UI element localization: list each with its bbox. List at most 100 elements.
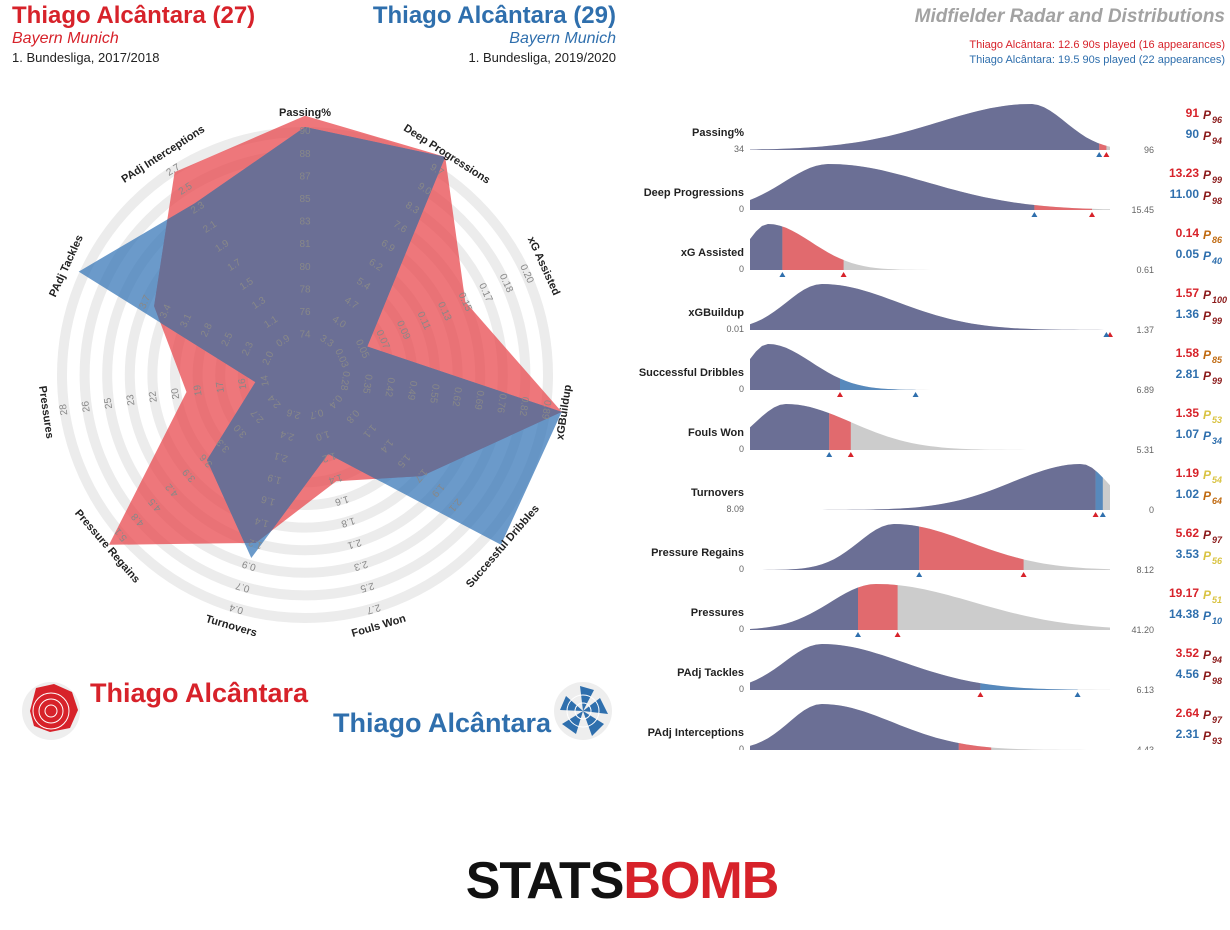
radar-scale-label: 80	[299, 262, 311, 273]
distribution-marker	[977, 692, 984, 697]
player1-value: 1.58	[1176, 346, 1200, 360]
radar-scale-label: 1.4	[253, 514, 270, 529]
player1-value: 13.23	[1169, 166, 1199, 180]
player2-percentile-value: 99	[1212, 316, 1222, 326]
distribution-shared-fill	[750, 644, 981, 690]
player1-value: 1.57	[1176, 286, 1200, 300]
chart-title: Midfielder Radar and Distributions	[914, 6, 1225, 27]
radar-scale-label: 19	[192, 384, 205, 397]
radar-scale-label: 22	[147, 390, 160, 403]
player1-percentile-value: 51	[1212, 595, 1222, 605]
distribution-metric-label: PAdj Tackles	[677, 667, 744, 679]
distribution-metric-label: Fouls Won	[688, 427, 744, 439]
radar-scale-label: 0.4	[228, 601, 245, 616]
radar-scale-label: 1.8	[339, 515, 356, 530]
player1-value: 5.62	[1176, 526, 1200, 540]
radar-scale-label: 2.3	[352, 558, 369, 573]
distribution-shared-fill	[750, 164, 1035, 210]
player1-name: Thiago Alcântara (27)	[12, 2, 256, 29]
radar-scale-label: 26	[80, 400, 93, 413]
radar-scale-label: 3.1	[179, 312, 195, 330]
player2-percentile-value: 34	[1212, 436, 1222, 446]
radar-scale-label: 20	[170, 387, 183, 400]
radar-scale-label: 17	[214, 380, 227, 393]
player2-percentile: P	[1203, 369, 1212, 383]
radar-scale-label: 85	[299, 194, 311, 205]
radar-scale-label: 1.9	[266, 471, 283, 486]
player2-percentile-value: 99	[1212, 376, 1222, 386]
radar-scale-label: 2.5	[359, 580, 376, 595]
radar-scale-label: 83	[299, 217, 311, 228]
distribution-marker	[826, 452, 833, 457]
radar-scale-label: 2.7	[365, 601, 382, 616]
radar-scale-label: 1.6	[260, 493, 277, 508]
player2-competition: 1. Bundesliga, 2019/2020	[468, 50, 616, 65]
player1-percentile-value: 100	[1212, 295, 1227, 305]
distribution-marker	[1031, 212, 1038, 217]
distribution-metric-label: Deep Progressions	[644, 187, 744, 199]
player1-value: 1.35	[1176, 406, 1200, 420]
distribution-marker	[1020, 572, 1027, 577]
player1-percentile: P	[1203, 468, 1212, 482]
radar-scale-label: 0.7	[234, 579, 251, 594]
radar-scale-label: 87	[299, 171, 311, 182]
player1-percentile-value: 54	[1212, 475, 1222, 485]
distribution-marker	[779, 272, 786, 277]
radar-metric-label: Passing%	[279, 107, 331, 119]
radar-scale-label: 0.42	[382, 377, 396, 398]
player1-percentile-value: 96	[1212, 115, 1223, 125]
radar-scale-label: 74	[299, 330, 311, 341]
distribution-min-label: 0	[739, 204, 744, 214]
radar-scale-label: 1.0	[314, 428, 331, 443]
player1-percentile: P	[1203, 528, 1212, 542]
distribution-shared-fill	[750, 224, 783, 270]
player2-value: 0.05	[1176, 247, 1200, 261]
player1-percentile-value: 53	[1212, 415, 1222, 425]
player1-value: 19.17	[1169, 586, 1199, 600]
distribution-min-label: 0	[739, 444, 744, 454]
distribution-marker	[1103, 332, 1110, 337]
player2-percentile-value: 56	[1212, 556, 1223, 566]
distribution-metric-label: PAdj Interceptions	[648, 727, 744, 739]
radar-scale-label: 0.9	[241, 558, 258, 573]
radar-scale-label: 1.2	[247, 536, 264, 551]
radar-overlap	[109, 127, 562, 545]
player1-value: 91	[1186, 106, 1200, 120]
radar-scale-label: 0.89	[539, 399, 553, 420]
distribution-marker	[1092, 512, 1099, 517]
player1-value: 0.14	[1176, 226, 1200, 240]
player2-percentile: P	[1203, 309, 1212, 323]
radar-scale-label: 76	[299, 307, 311, 318]
player1-competition: 1. Bundesliga, 2017/2018	[12, 50, 160, 65]
player2-value: 4.56	[1176, 667, 1200, 681]
distribution-shared-fill	[750, 587, 858, 630]
distribution-shared-fill	[750, 704, 959, 750]
player1-percentile-value: 97	[1212, 535, 1223, 545]
distribution-diff-fill	[1095, 470, 1103, 510]
distribution-max-label: 8.12	[1136, 565, 1154, 575]
distribution-marker	[855, 632, 861, 637]
radar-scale-label: 0.7	[308, 406, 325, 421]
player1-percentile: P	[1203, 108, 1212, 122]
radar-scale-label: 16	[237, 377, 250, 390]
player1-percentile-value: 86	[1212, 235, 1223, 245]
player2-value: 1.36	[1176, 307, 1200, 321]
player2-name: Thiago Alcântara (29)	[372, 2, 616, 29]
radar-scale-label: 1.4	[327, 471, 344, 486]
distribution-shared-fill	[750, 344, 840, 390]
statsbomb-logo: STATSBOMB	[432, 852, 812, 910]
distribution-diff-fill	[1099, 143, 1107, 150]
radar-scale-label: 2.3	[240, 340, 256, 358]
player1-percentile: P	[1203, 588, 1212, 602]
player1-percentile: P	[1203, 708, 1212, 722]
distribution-marker	[837, 392, 843, 397]
distribution-metric-label: Turnovers	[691, 487, 744, 499]
distribution-diff-fill	[1034, 205, 1092, 210]
radar-scale-label: 0.62	[449, 386, 463, 407]
